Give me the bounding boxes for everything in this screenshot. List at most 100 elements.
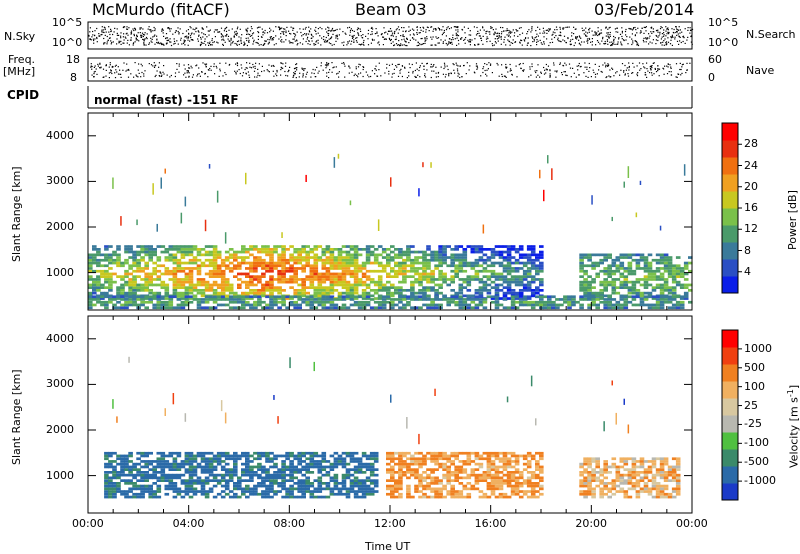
heatmap-cell: [365, 258, 371, 262]
heatmap-cell: [160, 457, 166, 461]
heatmap-cell: [402, 269, 407, 273]
aux-point: [370, 33, 372, 36]
heatmap-cell: [192, 248, 198, 251]
heatmap-cell: [386, 253, 391, 257]
aux-point: [202, 36, 204, 38]
aux-point: [158, 62, 160, 64]
aux-point: [456, 34, 458, 36]
aux-point: [588, 29, 590, 31]
heatmap-cell: [273, 490, 278, 493]
heatmap-cell: [180, 465, 186, 469]
heatmap-cell: [136, 245, 141, 248]
aux-point: [126, 42, 128, 44]
aux-point: [156, 39, 158, 41]
heatmap-cell: [108, 256, 113, 259]
heatmap-cell: [623, 298, 629, 301]
heatmap-cell: [257, 457, 262, 461]
heatmap-cell: [180, 256, 186, 259]
heatmap-cell: [474, 295, 480, 299]
heatmap-cell: [241, 256, 246, 259]
aux-point: [252, 32, 255, 34]
aux-point: [187, 39, 189, 41]
heatmap-cell: [156, 245, 162, 248]
heatmap-cell: [458, 303, 464, 307]
aux-point: [371, 26, 373, 29]
aux-point: [177, 27, 179, 29]
heatmap-cell: [273, 303, 278, 307]
heatmap-cell: [667, 258, 673, 262]
aux-point: [193, 33, 195, 35]
heatmap-cell: [345, 256, 351, 259]
heatmap-cell: [192, 283, 198, 287]
heatmap-cell: [112, 451, 117, 455]
aux-point: [645, 41, 647, 43]
heatmap-cell: [482, 298, 488, 301]
heatmap-cell: [204, 245, 210, 248]
heatmap-cell: [212, 484, 218, 488]
heatmap-cell: [112, 253, 117, 257]
heatmap-cell: [216, 457, 222, 461]
heatmap-cell: [611, 280, 617, 284]
heatmap-cell: [249, 465, 254, 469]
heatmap-cell: [643, 256, 649, 259]
aux-point: [255, 62, 257, 64]
aux-point: [457, 26, 459, 28]
aux-point: [238, 36, 240, 38]
aux-point: [92, 34, 94, 36]
heatmap-cell: [591, 291, 596, 295]
aux-point: [326, 62, 328, 64]
aux-point: [565, 42, 567, 44]
heatmap-cell: [184, 471, 190, 474]
heatmap-cell: [277, 476, 282, 480]
heatmap-cell: [196, 248, 202, 251]
heatmap-cell: [353, 289, 359, 292]
heatmap-cell: [200, 451, 206, 455]
aux-point: [381, 33, 383, 35]
aux-point: [296, 44, 298, 46]
aux-point: [627, 43, 629, 45]
aux-point: [187, 71, 189, 73]
heatmap-cell: [257, 261, 262, 265]
aux-point: [521, 44, 523, 46]
heatmap-cell: [530, 280, 536, 284]
aux-point: [312, 68, 314, 71]
heatmap-cell: [196, 289, 202, 292]
heatmap-cell: [506, 250, 512, 254]
heatmap-cell: [204, 495, 210, 499]
aux-point: [597, 34, 599, 37]
heatmap-cell: [639, 256, 645, 259]
heatmap-cell: [208, 479, 214, 482]
heatmap-cell: [639, 283, 645, 287]
aux-point: [333, 66, 335, 68]
heatmap-cell: [410, 289, 415, 292]
aux-point: [501, 64, 503, 66]
aux-point: [370, 75, 372, 78]
heatmap-cell: [152, 278, 157, 281]
aux-point: [208, 42, 210, 45]
heatmap-cell: [526, 258, 532, 262]
aux-point: [479, 29, 481, 31]
heatmap-cell: [587, 256, 592, 259]
aux-point: [231, 28, 233, 30]
aux-point: [142, 38, 144, 40]
heatmap-cell: [688, 256, 693, 259]
aux-point: [619, 33, 622, 35]
aux-point: [631, 38, 633, 40]
aux-point: [570, 76, 572, 78]
heatmap-cell: [180, 278, 186, 281]
aux-point: [469, 39, 471, 41]
aux-point: [460, 38, 462, 40]
heatmap-cell: [667, 300, 673, 304]
aux-point: [632, 42, 634, 44]
aux-point: [663, 29, 665, 31]
aux-point: [284, 70, 286, 73]
aux-point: [313, 44, 315, 46]
aux-point: [165, 43, 168, 45]
aux-point: [321, 28, 323, 30]
heatmap-cell: [233, 492, 238, 496]
heatmap-cell: [237, 495, 242, 499]
heatmap-cell: [257, 289, 262, 292]
heatmap-cell: [675, 264, 681, 268]
aux-point: [374, 73, 376, 75]
aux-point: [160, 72, 162, 74]
